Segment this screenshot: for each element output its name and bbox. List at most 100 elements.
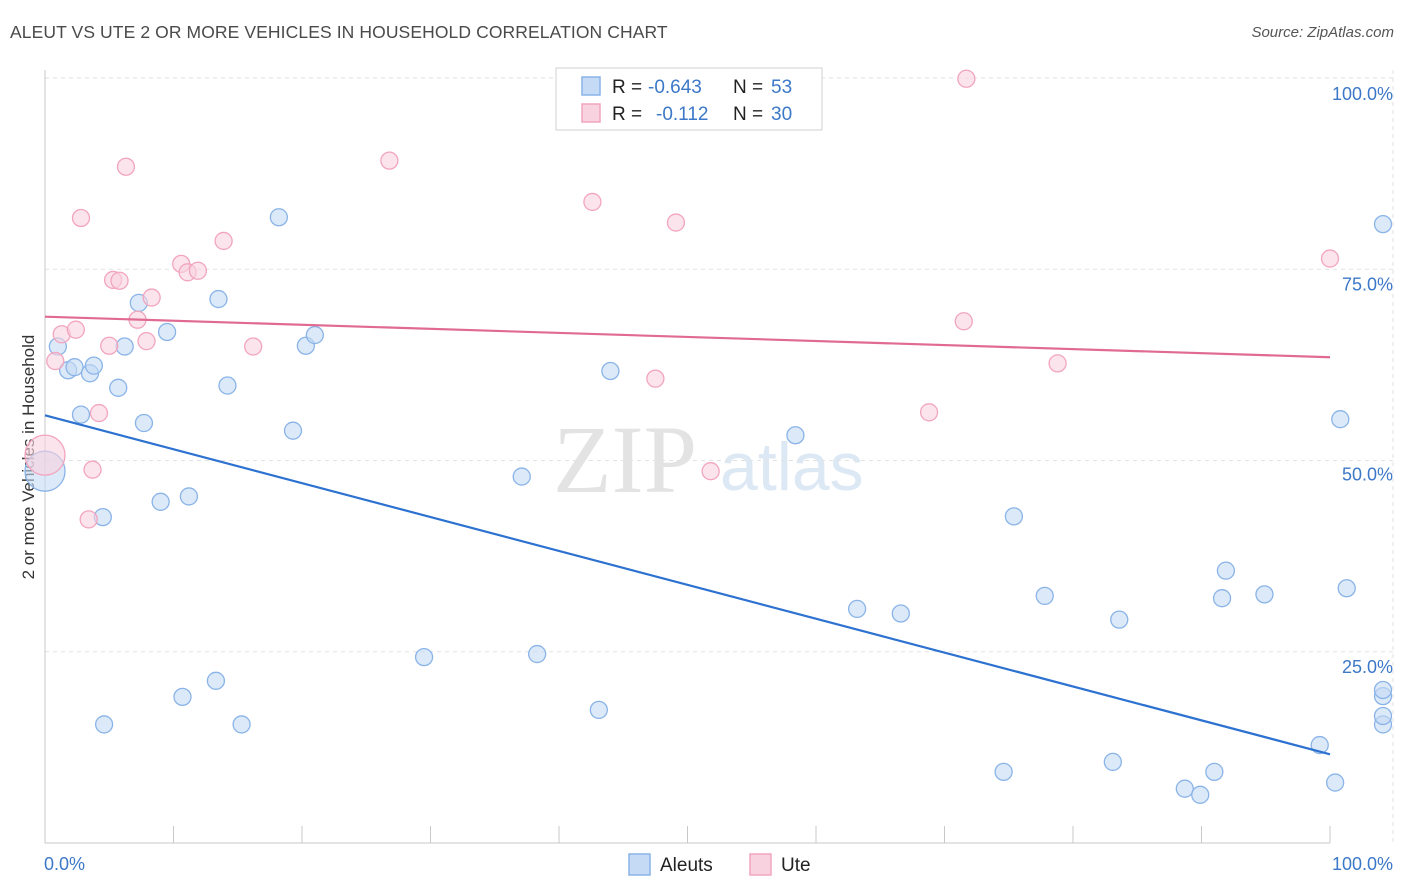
aleuts-point: [786, 426, 805, 445]
ute-r-label: R =: [612, 104, 642, 125]
aleuts-point: [847, 599, 867, 619]
ute-point: [142, 288, 161, 307]
ute-point: [137, 332, 156, 351]
aleuts-point: [1103, 752, 1122, 772]
aleuts-point: [1337, 579, 1356, 598]
stats-legend: R = -0.643 N = 53 R = -0.112 N = 30: [555, 67, 823, 131]
aleuts-point: [1191, 785, 1210, 804]
series-points: [24, 69, 1393, 804]
ute-n-value: 30: [771, 104, 792, 125]
x-ticks: [44, 826, 1331, 843]
aleuts-point: [994, 762, 1013, 782]
ute-point: [66, 320, 85, 339]
aleuts-point: [151, 492, 170, 511]
aleuts-point: [1255, 585, 1274, 604]
aleuts-r-label: R =: [612, 77, 642, 98]
ute-point: [46, 351, 65, 371]
aleuts-point: [1373, 706, 1393, 726]
ute-point: [701, 462, 720, 481]
y-tick-label-25: 25.0%: [1342, 657, 1393, 677]
ute-point: [100, 336, 119, 355]
aleuts-point: [512, 467, 531, 486]
aleuts-point: [891, 604, 910, 623]
ute-r-value: -0.112: [656, 104, 708, 125]
x-tick-label-right: 100.0%: [1332, 854, 1393, 874]
y-tick-label-75: 75.0%: [1342, 274, 1393, 294]
legend-aleuts-swatch: [628, 853, 651, 876]
aleuts-swatch: [581, 76, 601, 96]
aleuts-point: [589, 700, 608, 720]
ute-point: [666, 213, 686, 232]
aleuts-point: [1004, 507, 1024, 526]
ute-point: [646, 369, 665, 388]
aleuts-point: [528, 644, 547, 664]
x-tick-label-left: 0.0%: [44, 854, 85, 874]
aleuts-point: [206, 671, 226, 690]
ute-point: [71, 208, 91, 228]
aleuts-point: [601, 361, 620, 381]
y-tick-labels: 25.0% 50.0% 75.0% 100.0%: [1332, 84, 1393, 677]
aleuts-point: [115, 337, 134, 356]
aleuts-point: [232, 715, 251, 734]
aleuts-point: [1212, 589, 1232, 608]
ute-point: [244, 337, 263, 356]
legend-aleuts-label: Aleuts: [660, 855, 713, 876]
ute-point: [214, 231, 233, 251]
ute-point: [83, 460, 102, 479]
ute-swatch: [581, 103, 601, 123]
aleuts-point: [65, 358, 84, 377]
trend-lines: [44, 315, 1331, 756]
aleuts-point: [414, 647, 434, 667]
aleuts-point: [84, 356, 103, 375]
chart-title: ALEUT VS UTE 2 OR MORE VEHICLES IN HOUSE…: [10, 22, 668, 42]
aleuts-point: [1373, 680, 1393, 700]
ute-trend-line: [44, 315, 1331, 359]
aleuts-point: [209, 289, 228, 309]
aleuts-point: [1331, 410, 1350, 429]
aleuts-point: [283, 421, 303, 440]
ute-point: [1048, 354, 1067, 373]
ute-point: [380, 151, 399, 170]
chart-source: Source: ZipAtlas.com: [1251, 24, 1394, 41]
aleuts-point: [1110, 610, 1129, 629]
series-legend: Aleuts Ute: [628, 853, 811, 876]
aleuts-n-label: N =: [733, 77, 763, 98]
aleuts-point: [157, 322, 177, 342]
aleuts-point: [134, 413, 154, 433]
ute-point: [188, 261, 208, 280]
aleuts-point: [109, 378, 128, 397]
y-tick-label-100: 100.0%: [1332, 84, 1393, 104]
aleuts-trend-line: [44, 414, 1331, 756]
ute-point: [79, 510, 98, 529]
ute-point: [919, 403, 939, 422]
aleuts-point: [1175, 779, 1194, 798]
ute-point: [1320, 249, 1340, 268]
aleuts-point: [1205, 762, 1224, 782]
ute-point: [116, 157, 136, 176]
aleuts-point: [305, 325, 325, 345]
legend-ute-swatch: [749, 853, 772, 876]
watermark-zip: ZIP: [553, 406, 697, 513]
aleuts-n-value: 53: [771, 77, 792, 98]
ute-point: [583, 192, 602, 212]
ute-point: [89, 403, 109, 423]
ute-point: [110, 271, 129, 290]
aleuts-point: [94, 715, 114, 734]
aleuts-point: [1216, 561, 1236, 580]
ute-point: [24, 434, 66, 476]
aleuts-point: [1035, 586, 1054, 606]
ute-point: [957, 69, 976, 88]
aleuts-point: [1373, 214, 1393, 234]
aleuts-point: [173, 687, 192, 707]
aleuts-point: [179, 487, 199, 506]
aleuts-point: [71, 405, 91, 424]
ute-n-label: N =: [733, 104, 763, 125]
ute-point: [954, 312, 973, 331]
aleuts-point: [269, 208, 289, 227]
y-tick-label-50: 50.0%: [1342, 465, 1393, 485]
aleuts-r-value: -0.643: [648, 77, 702, 98]
aleuts-point: [1325, 773, 1345, 792]
aleuts-point: [218, 376, 237, 395]
legend-ute-label: Ute: [781, 855, 811, 876]
